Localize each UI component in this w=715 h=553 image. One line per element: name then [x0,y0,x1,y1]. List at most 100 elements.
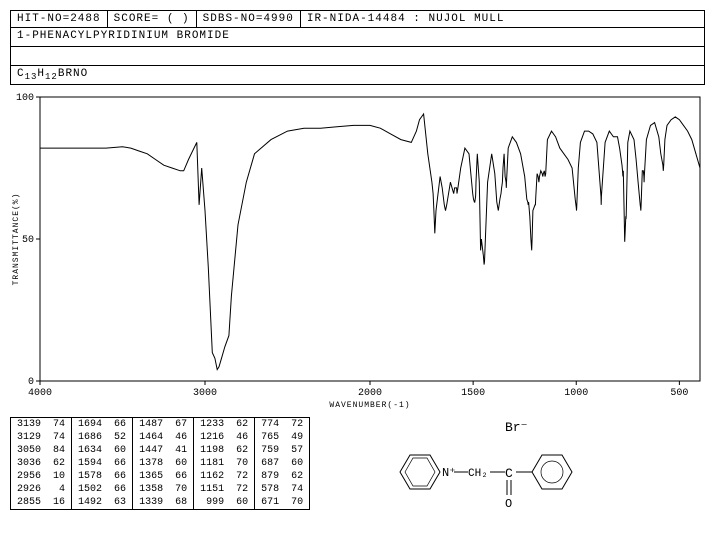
peak-cell: 1686 [72,431,109,444]
peak-cell: 46 [230,431,255,444]
formula: C13H12BRNO [10,66,705,85]
peak-cell: 74 [47,431,72,444]
peak-cell: 774 [255,418,286,432]
compound-name: 1-PHENACYLPYRIDINIUM BROMIDE [10,28,705,47]
peak-cell: 62 [47,457,72,470]
peak-cell: 63 [108,496,133,510]
peak-cell: 759 [255,444,286,457]
phenyl-ring [532,455,572,489]
ir-spectrum-chart: 4000 3000 2000 1500 1000 500 WAVENUMBER(-1) 0 50… [10,89,705,409]
peak-cell: 4 [47,483,72,496]
peak-cell: 1198 [194,444,231,457]
score-cell: SCORE= ( ) [108,11,197,27]
svg-text:3000: 3000 [193,388,217,399]
peak-cell: 70 [285,496,310,510]
bridge-label: CH₂ [468,468,488,480]
peak-cell: 1365 [133,470,170,483]
peak-cell: 3050 [11,444,48,457]
peak-cell: 1233 [194,418,231,432]
peak-cell: 10 [47,470,72,483]
peak-cell: 60 [230,496,255,510]
peak-cell: 1634 [72,444,109,457]
pyridine-ring [400,455,440,489]
carbonyl-o: O [505,497,512,511]
chemical-structure: Br⁻ N⁺ CH₂ C O [330,417,705,517]
phenyl-aromaticity [541,461,563,483]
peak-table: 3139741694661487671233627747231297416865… [10,417,310,510]
svg-text:1500: 1500 [461,388,485,399]
n-plus: N⁺ [442,466,456,480]
peak-cell: 1447 [133,444,170,457]
peak-cell: 3139 [11,418,48,432]
peak-cell: 999 [194,496,231,510]
peak-cell: 1358 [133,483,170,496]
structure-svg: Br⁻ N⁺ CH₂ C O [330,417,590,517]
peak-cell: 60 [169,457,194,470]
hit-no-cell: HIT-NO=2488 [11,11,108,27]
svg-text:500: 500 [670,388,688,399]
svg-text:WAVENUMBER(-1): WAVENUMBER(-1) [329,401,410,409]
peak-cell: 41 [169,444,194,457]
peak-cell: 16 [47,496,72,510]
peak-cell: 2855 [11,496,48,510]
peak-cell: 66 [108,470,133,483]
peak-cell: 1487 [133,418,170,432]
peak-cell: 66 [169,470,194,483]
peak-cell: 1464 [133,431,170,444]
peak-cell: 62 [285,470,310,483]
peak-cell: 765 [255,431,286,444]
peak-cell: 60 [285,457,310,470]
peak-cell: 578 [255,483,286,496]
peak-cell: 68 [169,496,194,510]
peak-cell: 3036 [11,457,48,470]
peak-cell: 66 [108,483,133,496]
peak-cell: 2956 [11,470,48,483]
peak-cell: 74 [47,418,72,432]
peak-cell: 72 [285,418,310,432]
peak-cell: 74 [285,483,310,496]
peak-cell: 66 [108,418,133,432]
sdbs-no-cell: SDBS-NO=4990 [197,11,301,27]
peak-cell: 879 [255,470,286,483]
svg-text:100: 100 [16,93,34,104]
peak-cell: 60 [108,444,133,457]
anion-label: Br⁻ [505,420,527,435]
peak-cell: 84 [47,444,72,457]
svg-text:0: 0 [28,377,34,388]
svg-text:50: 50 [22,235,34,246]
blank-row [10,47,705,66]
peak-cell: 66 [108,457,133,470]
peak-cell: 671 [255,496,286,510]
peak-cell: 70 [230,457,255,470]
peak-cell: 1594 [72,457,109,470]
peak-cell: 62 [230,444,255,457]
peak-cell: 2926 [11,483,48,496]
svg-text:1000: 1000 [564,388,588,399]
peak-cell: 67 [169,418,194,432]
peak-cell: 687 [255,457,286,470]
pyridine-ring-inner [405,458,435,486]
svg-text:2000: 2000 [358,388,382,399]
peak-cell: 1378 [133,457,170,470]
peak-cell: 1151 [194,483,231,496]
peak-cell: 52 [108,431,133,444]
carbonyl-c: C [505,466,513,481]
peak-cell: 70 [169,483,194,496]
peak-cell: 49 [285,431,310,444]
peak-cell: 62 [230,418,255,432]
peak-cell: 72 [230,483,255,496]
peak-cell: 1502 [72,483,109,496]
peak-cell: 1162 [194,470,231,483]
peak-cell: 72 [230,470,255,483]
peak-cell: 1181 [194,457,231,470]
peak-cell: 1578 [72,470,109,483]
peak-cell: 3129 [11,431,48,444]
peak-cell: 1216 [194,431,231,444]
peak-cell: 1694 [72,418,109,432]
peak-cell: 1492 [72,496,109,510]
ir-info-cell: IR-NIDA-14484 : NUJOL MULL [301,11,704,27]
peak-cell: 46 [169,431,194,444]
svg-text:TRANSMITTANCE(%): TRANSMITTANCE(%) [12,193,21,286]
peak-cell: 1339 [133,496,170,510]
svg-text:4000: 4000 [28,388,52,399]
